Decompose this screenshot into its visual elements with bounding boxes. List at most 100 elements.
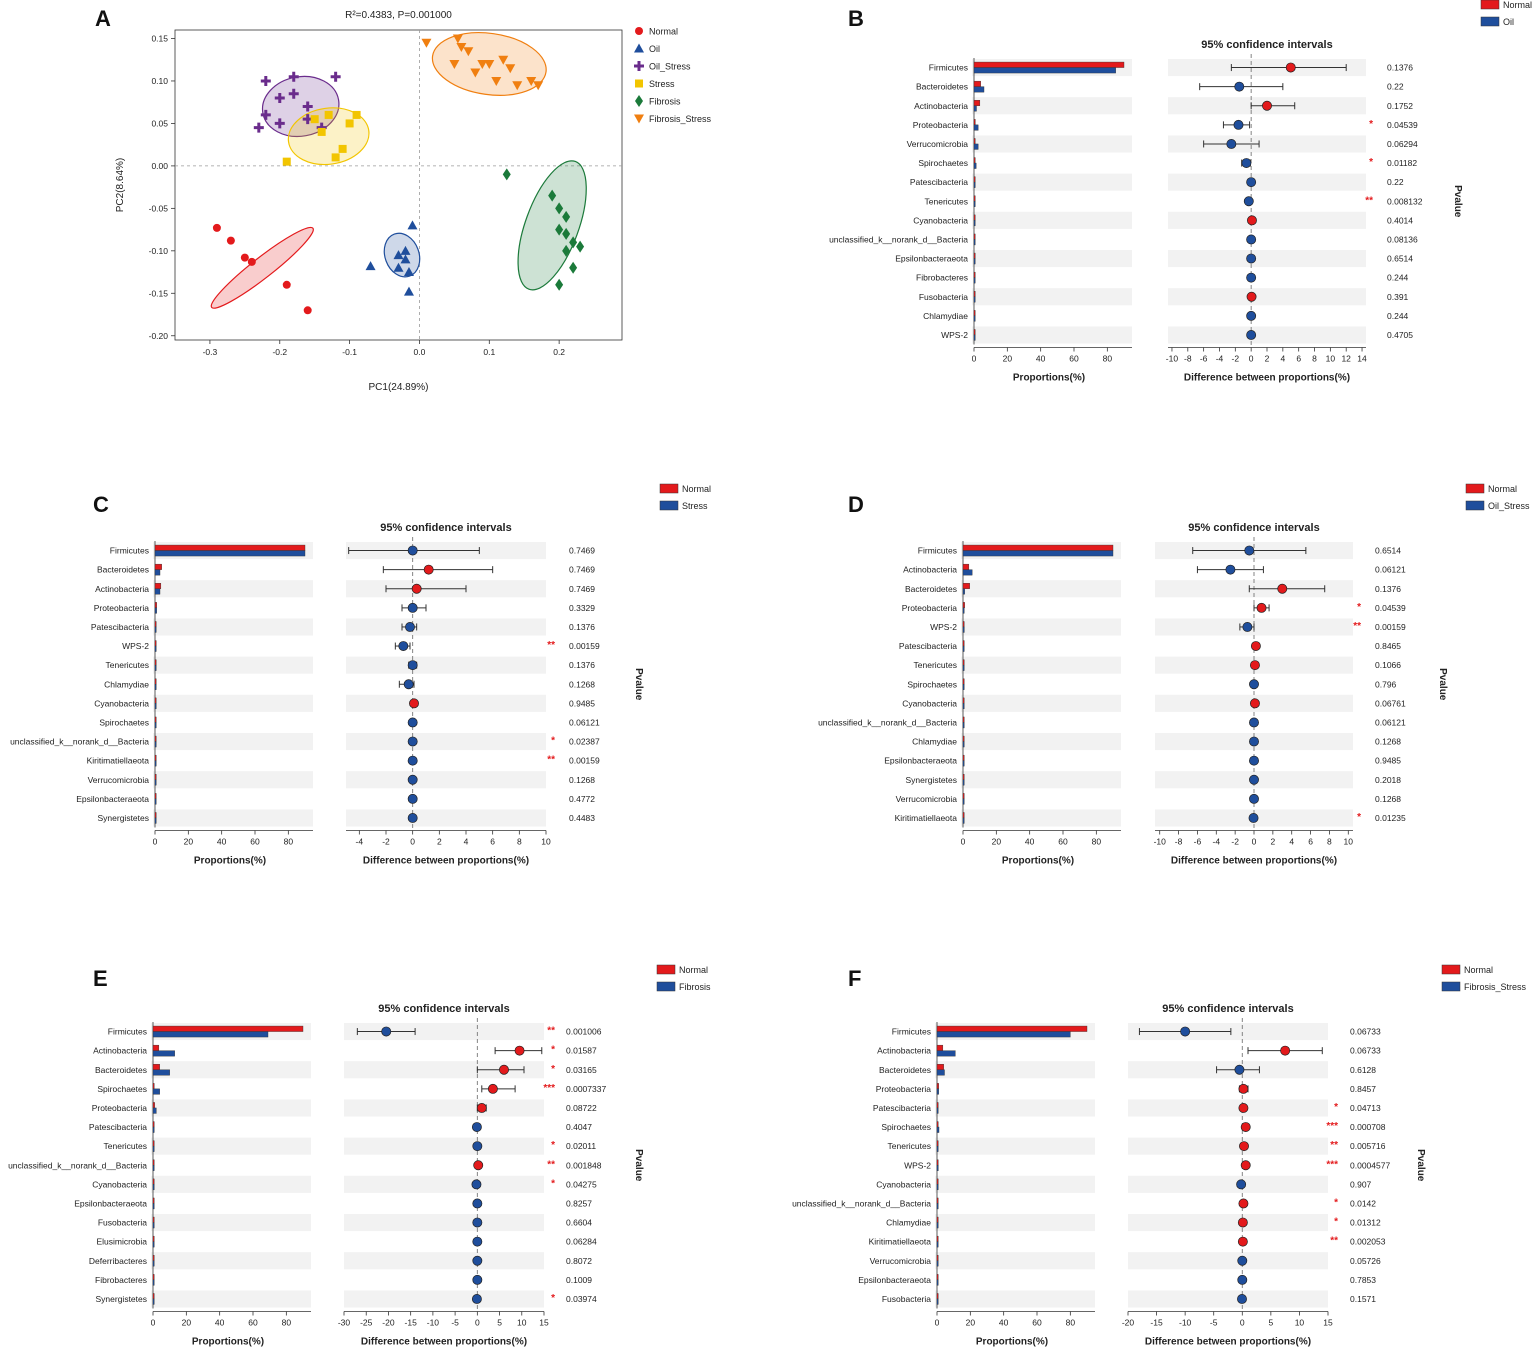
difference-point [407,602,418,613]
plot-frame [174,29,623,341]
pvalue-label: 0.796 [1375,679,1397,689]
difference-point [472,1236,483,1247]
category-label: Kiritimatiellaeota [869,1237,932,1247]
category-label: Spirochaetes [99,717,149,727]
bar-group [962,703,965,710]
category-label: Fusobacteria [98,1218,147,1228]
row-band-right [344,1214,544,1232]
legend-swatch-normal [656,964,676,975]
category-label: Cyanobacteria [876,1179,931,1189]
category-label: Proteobacteria [876,1084,932,1094]
row-band-left [961,618,1121,636]
legend-label: Oil [1503,17,1514,27]
row-band-left [972,173,1132,191]
pvalue-label: 0.04275 [566,1179,597,1189]
pvalue-label: 0.1268 [569,775,595,785]
bar-group [152,1298,155,1305]
diff-tick-label: 14 [1357,354,1367,364]
category-label: Cyanobacteria [913,215,968,225]
category-label: Firmicutes [110,546,149,556]
bar-normal [973,291,976,297]
difference-point [1246,291,1257,302]
bar-group [973,124,979,131]
data-point-fibrosis_stress [477,59,488,69]
pvalue-label: 0.8257 [566,1198,592,1208]
significance-mark: * [551,1140,555,1151]
difference-point [1238,1083,1249,1094]
panel-label: C [93,492,109,517]
prop-tick-label: 20 [182,1318,192,1328]
difference-point [1250,641,1261,652]
difference-point [472,1141,483,1152]
category-label: Cyanobacteria [94,698,149,708]
category-label: Elusimicrobia [96,1237,147,1247]
y-axis-label: PC2(8.64%) [115,158,126,212]
prop-tick-label: 60 [248,1318,258,1328]
bar-group [154,588,161,595]
category-label: Patescibacteria [873,1103,931,1113]
significance-mark: * [1334,1102,1338,1113]
panel-label: A [95,6,111,31]
bar-group [154,779,157,786]
bar-group [152,1241,155,1248]
significance-mark: * [551,736,555,747]
bar-normal [154,793,157,800]
difference-point [1249,698,1260,709]
pvalue-label: 0.4772 [569,794,595,804]
row-band-left [153,771,313,789]
difference-point [471,1122,482,1133]
chart-title: 95% confidence intervals [1188,522,1319,534]
bar-group [962,664,965,671]
bar-group [152,1222,155,1229]
row-band-left [151,1214,311,1232]
category-label: Fusobacteria [882,1294,931,1304]
bar-normal [152,1102,155,1109]
category-label: Verrucomicrobia [870,1256,932,1266]
pvalue-label: 0.01312 [1350,1218,1381,1228]
difference-point [1234,81,1245,92]
difference-point [409,698,419,709]
bar-group [154,741,157,748]
pvalue-label: 0.1376 [569,622,595,632]
category-label: Bacteroidetes [97,565,149,575]
bar-group [152,1069,170,1076]
diff-tick-label: 10 [1344,837,1354,847]
bar-normal [154,716,157,723]
legend-swatch-group [1465,500,1485,511]
bar-group [152,1279,155,1286]
prop-axis-label: Proportions(%) [1013,373,1085,384]
diff-tick-label: 8 [1327,837,1332,847]
row-band-left [972,211,1132,229]
panel-f: F 95% confidence intervals Normal Fibrosis_… [792,964,1527,1348]
diff-tick-label: 0 [1240,1318,1245,1328]
diff-tick-label: -15 [1150,1318,1163,1328]
panel-d: D 95% confidence intervals Normal Oil_Stres… [818,483,1530,867]
bar-normal [936,1293,939,1300]
bar-normal [154,678,157,685]
row-band-left [153,656,313,674]
bar-group [973,86,985,93]
y-tick-label: 0.05 [151,118,168,128]
data-point-stress [345,119,354,128]
bar-normal [936,1274,939,1281]
difference-point [472,1198,483,1209]
bar-group [962,741,965,748]
diff-tick-label: 2 [1270,837,1275,847]
confidence-ellipse-fibrosis [517,160,587,291]
data-point-oil_stress [288,88,299,99]
category-label: Firmicutes [108,1027,147,1037]
diff-tick-label: -20 [1122,1318,1135,1328]
data-point-oil [407,220,418,230]
bar-normal [962,774,965,780]
bar-normal [152,1140,155,1147]
row-band-left [935,1061,1095,1079]
bar-normal [973,310,976,317]
bar-normal [152,1025,304,1032]
difference-point [1237,1274,1248,1285]
difference-point [472,1217,483,1228]
confidence-ellipse-normal [210,226,314,309]
bar-normal [973,195,976,202]
data-point-fibrosis_stress [452,34,463,44]
row-band-left [935,1137,1095,1155]
row-band-right [1128,1214,1328,1232]
